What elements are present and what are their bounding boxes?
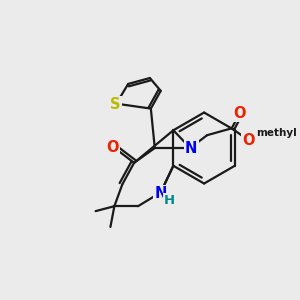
Text: H: H xyxy=(164,194,175,207)
Text: N: N xyxy=(154,186,167,201)
Text: O: O xyxy=(106,140,118,154)
Text: S: S xyxy=(110,97,121,112)
Text: O: O xyxy=(233,106,246,121)
Text: methyl: methyl xyxy=(256,128,296,138)
Text: O: O xyxy=(242,133,255,148)
Text: N: N xyxy=(185,140,197,155)
